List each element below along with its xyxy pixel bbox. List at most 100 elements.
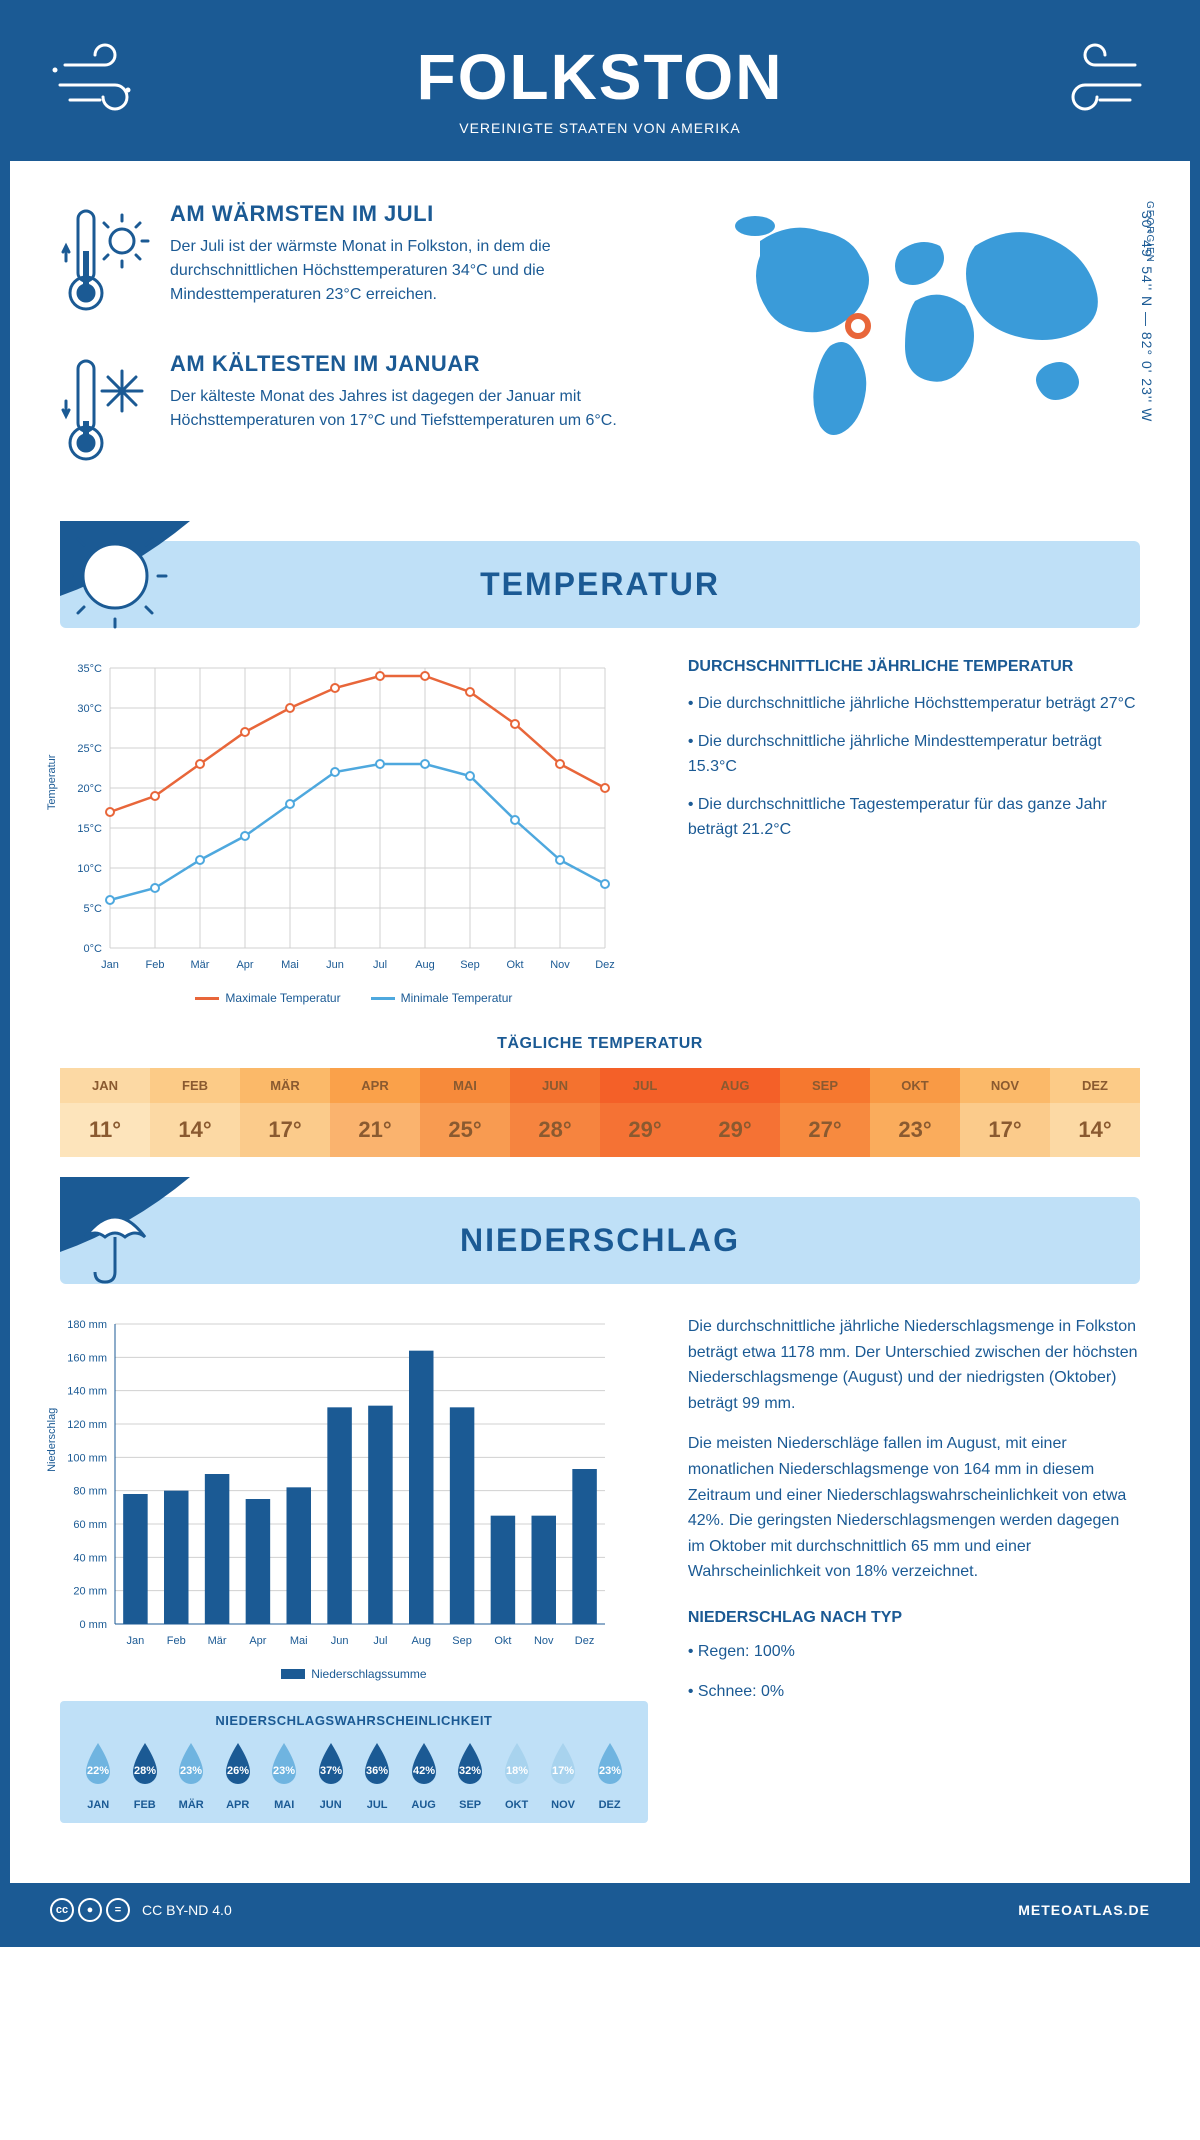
precip-type-0: • Regen: 100% [688,1639,1140,1665]
precip-legend: Niederschlagssumme [311,1667,426,1681]
svg-text:17%: 17% [552,1765,574,1777]
temperature-chart: Temperatur 0°C5°C10°C15°C20°C25°C30°C35°… [60,658,648,1005]
svg-text:Mai: Mai [290,1635,308,1647]
probability-cell: 42%AUG [400,1740,446,1811]
svg-text:Okt: Okt [506,959,523,971]
svg-text:80 mm: 80 mm [73,1486,107,1498]
svg-text:20°C: 20°C [77,783,102,795]
svg-text:20 mm: 20 mm [73,1586,107,1598]
probability-cell: 26%APR [214,1740,260,1811]
svg-text:Mär: Mär [208,1635,227,1647]
precipitation-chart: 0 mm20 mm40 mm60 mm80 mm100 mm120 mm140 … [60,1314,620,1654]
legend-max: Maximale Temperatur [225,991,340,1005]
raindrop-icon: 32% [450,1740,490,1788]
thermometer-cold-icon [60,351,150,471]
fact-cold-title: AM KÄLTESTEN IM JANUAR [170,351,660,377]
content: AM WÄRMSTEN IM JULI Der Juli ist der wär… [10,161,1190,1883]
raindrop-icon: 37% [311,1740,351,1788]
daily-cell: OKT23° [870,1068,960,1157]
legend-min: Minimale Temperatur [401,991,513,1005]
svg-text:0°C: 0°C [84,943,103,955]
temperature-banner: TEMPERATUR [60,541,1140,628]
daily-cell: APR21° [330,1068,420,1157]
temperature-row: Temperatur 0°C5°C10°C15°C20°C25°C30°C35°… [60,658,1140,1005]
probability-title: NIEDERSCHLAGSWAHRSCHEINLICHKEIT [75,1713,633,1728]
precip-y-label: Niederschlag [46,1407,58,1471]
raindrop-icon: 36% [357,1740,397,1788]
precip-left-column: Niederschlag 0 mm20 mm40 mm60 mm80 mm100… [60,1314,648,1823]
umbrella-icon [60,1177,190,1307]
temp-y-label: Temperatur [46,754,58,810]
svg-text:Nov: Nov [550,959,570,971]
page-title: FOLKSTON [30,40,1170,114]
fact-warm: AM WÄRMSTEN IM JULI Der Juli ist der wär… [60,201,660,321]
daily-cell: AUG29° [690,1068,780,1157]
sun-icon [60,521,190,651]
wind-icon [1040,40,1150,120]
precip-type-1: • Schnee: 0% [688,1679,1140,1705]
facts-column: AM WÄRMSTEN IM JULI Der Juli ist der wär… [60,201,660,501]
daily-temp-title: TÄGLICHE TEMPERATUR [60,1035,1140,1053]
probability-cell: 32%SEP [447,1740,493,1811]
daily-cell: JUN28° [510,1068,600,1157]
temp-legend: Maximale Temperatur Minimale Temperatur [60,991,648,1005]
precipitation-row: Niederschlag 0 mm20 mm40 mm60 mm80 mm100… [60,1314,1140,1823]
svg-text:18%: 18% [506,1765,528,1777]
svg-text:36%: 36% [366,1765,388,1777]
svg-text:40 mm: 40 mm [73,1552,107,1564]
svg-text:37%: 37% [320,1765,342,1777]
precipitation-banner: NIEDERSCHLAG [60,1197,1140,1284]
probability-cell: 17%NOV [540,1740,586,1811]
svg-text:160 mm: 160 mm [67,1352,107,1364]
svg-text:Apr: Apr [236,959,253,971]
svg-text:5°C: 5°C [84,903,103,915]
top-row: AM WÄRMSTEN IM JULI Der Juli ist der wär… [60,201,1140,501]
raindrop-icon: 23% [264,1740,304,1788]
raindrop-icon: 23% [171,1740,211,1788]
svg-text:180 mm: 180 mm [67,1319,107,1331]
fact-cold-text: Der kälteste Monat des Jahres ist dagege… [170,385,660,433]
svg-text:Nov: Nov [534,1635,554,1647]
svg-text:35°C: 35°C [77,663,102,675]
world-map: GEORGIEN 30° 49' 54'' N — 82° 0' 23'' W [700,201,1140,501]
temp-info-heading: DURCHSCHNITTLICHE JÄHRLICHE TEMPERATUR [688,658,1140,676]
svg-text:26%: 26% [227,1765,249,1777]
probability-cell: 23%MÄR [168,1740,214,1811]
fact-warm-text: Der Juli ist der wärmste Monat in Folkst… [170,235,660,307]
raindrop-icon: 22% [78,1740,118,1788]
daily-temp-grid: JAN11°FEB14°MÄR17°APR21°MAI25°JUN28°JUL2… [60,1068,1140,1157]
raindrop-icon: 23% [590,1740,630,1788]
nd-icon: = [106,1898,130,1922]
daily-cell: DEZ14° [1050,1068,1140,1157]
svg-text:Apr: Apr [249,1635,266,1647]
temp-info-p2: • Die durchschnittliche Tagestemperatur … [688,792,1140,843]
daily-cell: MAI25° [420,1068,510,1157]
precipitation-heading: NIEDERSCHLAG [80,1222,1120,1259]
svg-text:10°C: 10°C [77,863,102,875]
svg-text:30°C: 30°C [77,703,102,715]
svg-text:Jan: Jan [127,1635,145,1647]
svg-text:Mai: Mai [281,959,299,971]
raindrop-icon: 17% [543,1740,583,1788]
svg-text:60 mm: 60 mm [73,1519,107,1531]
svg-text:Jun: Jun [326,959,344,971]
thermometer-hot-icon [60,201,150,321]
probability-cell: 37%JUN [307,1740,353,1811]
svg-text:Feb: Feb [146,959,165,971]
svg-text:Mär: Mär [191,959,210,971]
daily-cell: JAN11° [60,1068,150,1157]
svg-text:Sep: Sep [460,959,480,971]
svg-text:140 mm: 140 mm [67,1386,107,1398]
svg-text:Okt: Okt [494,1635,511,1647]
precip-type-heading: NIEDERSCHLAG NACH TYP [688,1605,1140,1631]
svg-text:Dez: Dez [575,1635,595,1647]
precip-p2: Die meisten Niederschläge fallen im Augu… [688,1431,1140,1585]
svg-text:Aug: Aug [411,1635,431,1647]
raindrop-icon: 26% [218,1740,258,1788]
license-text: CC BY-ND 4.0 [142,1902,232,1918]
precip-p1: Die durchschnittliche jährliche Niedersc… [688,1314,1140,1416]
svg-text:23%: 23% [599,1765,621,1777]
raindrop-icon: 42% [404,1740,444,1788]
svg-text:23%: 23% [273,1765,295,1777]
svg-text:15°C: 15°C [77,823,102,835]
